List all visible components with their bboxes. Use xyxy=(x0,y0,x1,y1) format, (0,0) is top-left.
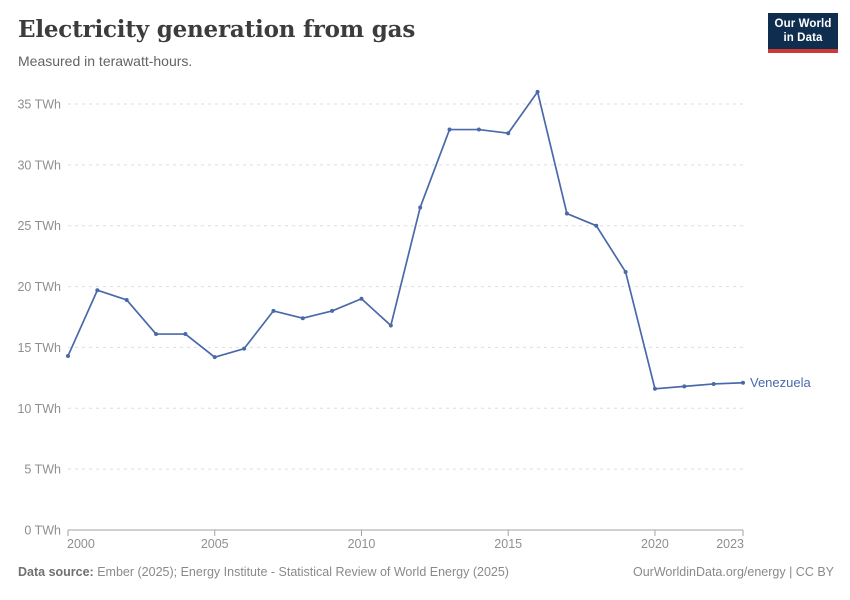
data-point-venezuela-2012[interactable] xyxy=(418,205,423,210)
owid-logo-line1: Our World xyxy=(774,18,832,30)
data-point-venezuela-2018[interactable] xyxy=(594,223,599,228)
data-point-venezuela-2023[interactable] xyxy=(741,380,745,385)
data-source-text: Ember (2025); Energy Institute - Statist… xyxy=(93,565,509,579)
data-point-venezuela-2022[interactable] xyxy=(711,381,716,386)
x-tick-label-2020: 2020 xyxy=(641,537,669,551)
data-point-venezuela-2017[interactable] xyxy=(564,211,569,216)
owid-logo[interactable]: Our World in Data xyxy=(768,13,838,53)
chart-subtitle: Measured in terawatt-hours. xyxy=(18,53,193,69)
data-point-venezuela-2014[interactable] xyxy=(476,127,481,132)
data-point-venezuela-2010[interactable] xyxy=(359,296,364,301)
y-tick-label-20: 20 TWh xyxy=(17,280,61,294)
x-tick-label-2005: 2005 xyxy=(201,537,229,551)
x-tick-label-2000: 2000 xyxy=(67,537,95,551)
data-point-venezuela-2000[interactable] xyxy=(66,353,70,358)
series-line-venezuela[interactable] xyxy=(67,90,744,390)
attribution-link[interactable]: OurWorldinData.org/energy | CC BY xyxy=(632,565,834,579)
data-point-venezuela-2006[interactable] xyxy=(242,346,247,351)
y-tick-label-0: 0 TWh xyxy=(24,524,61,538)
data-point-venezuela-2008[interactable] xyxy=(300,316,305,321)
data-source-label: Data source: xyxy=(18,565,94,579)
chart-footer: Data source: Ember (2025); Energy Instit… xyxy=(18,565,834,579)
data-point-venezuela-2003[interactable] xyxy=(154,332,159,337)
data-point-venezuela-2021[interactable] xyxy=(682,384,687,389)
x-tick-label-2010: 2010 xyxy=(348,537,376,551)
x-tick-label-2023: 2023 xyxy=(716,537,744,551)
data-point-venezuela-2002[interactable] xyxy=(124,297,129,302)
owid-logo-line2: in Data xyxy=(783,31,823,44)
y-tick-label-5: 5 TWh xyxy=(24,463,61,477)
y-tick-label-35: 35 TWh xyxy=(17,98,61,112)
y-tick-label-15: 15 TWh xyxy=(17,341,61,355)
data-point-venezuela-2019[interactable] xyxy=(623,269,628,274)
data-point-venezuela-2013[interactable] xyxy=(447,127,452,132)
data-point-venezuela-2005[interactable] xyxy=(212,355,217,360)
data-point-venezuela-2001[interactable] xyxy=(95,288,100,293)
data-point-venezuela-2004[interactable] xyxy=(183,332,188,337)
page-title: Electricity generation from gas xyxy=(18,16,416,43)
x-tick-label-2015: 2015 xyxy=(494,537,522,551)
data-point-venezuela-2015[interactable] xyxy=(506,131,511,136)
data-point-venezuela-2009[interactable] xyxy=(330,308,335,313)
data-point-venezuela-2007[interactable] xyxy=(271,308,276,313)
data-point-venezuela-2011[interactable] xyxy=(388,323,393,328)
data-source: Data source: Ember (2025); Energy Instit… xyxy=(18,565,509,579)
y-tick-label-25: 25 TWh xyxy=(17,219,61,233)
series-label-venezuela[interactable]: Venezuela xyxy=(750,375,811,390)
line-chart: 0 TWh 5 TWh 10 TWh 15 TWh 20 TWh 25 TWh 30 TWh… xyxy=(17,89,811,551)
data-point-venezuela-2016[interactable] xyxy=(535,89,540,94)
y-tick-label-30: 30 TWh xyxy=(17,158,61,172)
data-point-venezuela-2020[interactable] xyxy=(652,386,657,391)
y-tick-label-10: 10 TWh xyxy=(17,402,61,416)
